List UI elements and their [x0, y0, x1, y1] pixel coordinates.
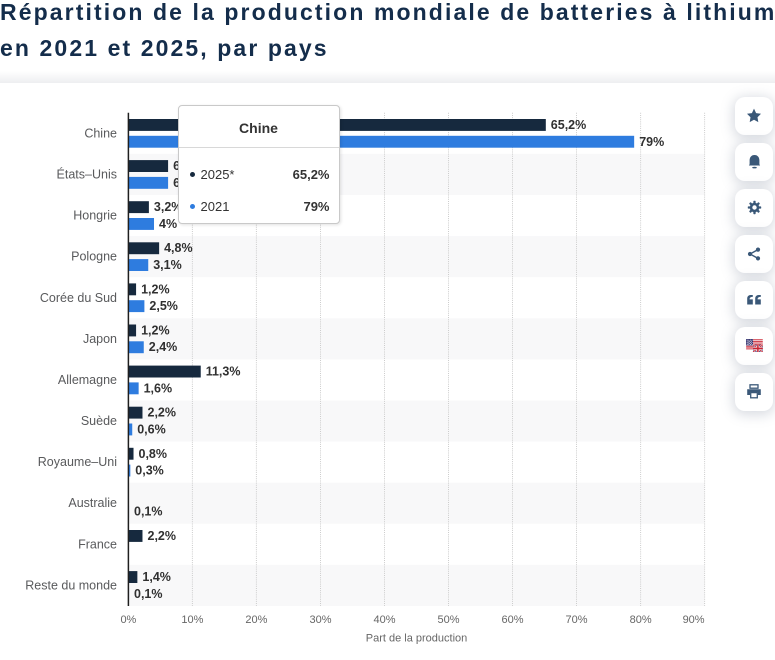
- svg-text:0,1%: 0,1%: [134, 587, 163, 601]
- svg-text:0,8%: 0,8%: [139, 447, 168, 461]
- svg-text:2,4%: 2,4%: [149, 340, 178, 354]
- svg-text:États–Unis: États–Unis: [57, 166, 117, 181]
- svg-text:90%: 90%: [683, 614, 705, 626]
- svg-text:1,4%: 1,4%: [142, 570, 171, 584]
- svg-text:Pologne: Pologne: [71, 250, 117, 264]
- svg-text:80%: 80%: [630, 614, 652, 626]
- svg-text:70%: 70%: [565, 614, 587, 626]
- svg-text:Part de la production: Part de la production: [366, 633, 468, 645]
- svg-text:1,2%: 1,2%: [141, 324, 170, 338]
- svg-text:0,6%: 0,6%: [137, 422, 166, 436]
- svg-text:30%: 30%: [309, 614, 331, 626]
- svg-text:40%: 40%: [373, 614, 395, 626]
- svg-text:Corée du Sud: Corée du Sud: [40, 291, 117, 305]
- svg-text:Suède: Suède: [81, 414, 117, 428]
- svg-text:Hongrie: Hongrie: [73, 209, 117, 223]
- svg-text:3,1%: 3,1%: [153, 258, 182, 272]
- svg-text:4,8%: 4,8%: [164, 241, 193, 255]
- svg-text:50%: 50%: [437, 614, 459, 626]
- svg-text:Allemagne: Allemagne: [58, 373, 117, 387]
- svg-text:0,1%: 0,1%: [134, 505, 163, 519]
- svg-text:3,2%: 3,2%: [154, 200, 183, 214]
- svg-text:1,6%: 1,6%: [144, 381, 173, 395]
- svg-text:65,2%: 65,2%: [551, 118, 586, 132]
- svg-text:2,2%: 2,2%: [148, 406, 177, 420]
- svg-text:20%: 20%: [245, 614, 267, 626]
- svg-text:Royaume–Uni: Royaume–Uni: [38, 455, 117, 469]
- svg-text:60%: 60%: [501, 614, 523, 626]
- svg-text:0,3%: 0,3%: [135, 464, 164, 478]
- svg-text:4%: 4%: [159, 217, 177, 231]
- svg-text:France: France: [78, 537, 117, 551]
- svg-text:2,2%: 2,2%: [148, 529, 177, 543]
- svg-text:11,3%: 11,3%: [206, 365, 241, 379]
- svg-text:Chine: Chine: [84, 126, 117, 140]
- svg-text:0%: 0%: [120, 614, 136, 626]
- svg-text:Reste du monde: Reste du monde: [25, 579, 117, 593]
- svg-text:Australie: Australie: [68, 496, 117, 510]
- svg-text:1,2%: 1,2%: [141, 282, 170, 296]
- svg-text:2,5%: 2,5%: [149, 299, 178, 313]
- svg-text:79%: 79%: [639, 135, 664, 149]
- svg-text:Japon: Japon: [83, 332, 117, 346]
- svg-text:10%: 10%: [181, 614, 203, 626]
